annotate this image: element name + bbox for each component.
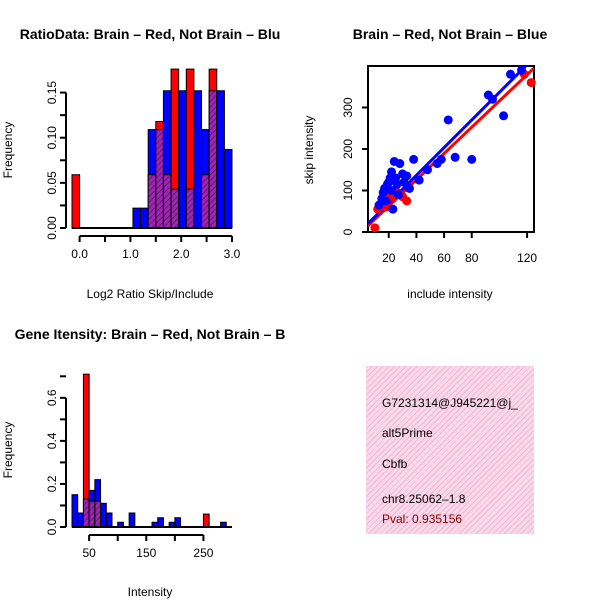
ratio-hist-y-tick-label: 0.10 (45, 126, 59, 150)
blue-point (388, 204, 398, 214)
blue-point (387, 186, 397, 195)
ratio-hist-overlap-bar (162, 174, 172, 229)
intensity-hist-bar (202, 513, 210, 528)
ratio-hist-x-tick-label: 1.0 (122, 247, 139, 261)
info-event-type: alt5Prime (382, 426, 433, 440)
info-pvalue: Pval: 0.935156 (382, 512, 463, 526)
ratio-hist-overlap-bar (155, 129, 164, 229)
blue-point (392, 179, 402, 189)
blue-point (517, 65, 527, 75)
info-gene-symbol: Cbfb (382, 457, 408, 471)
scatter-panel: Brain – Red, Not Brain – Blue 20 40 60 80 12… (302, 26, 547, 301)
intensity-hist-bar (128, 512, 136, 528)
scatter-xlabel: include intensity (407, 287, 492, 301)
intensity-hist-xlabel: Intensity (128, 585, 173, 599)
intensity-hist-overlap-bar (88, 500, 96, 528)
intensity-hist-overlap-bar (82, 498, 90, 528)
ratio-hist-bar (71, 174, 81, 229)
scatter-title: Brain – Red, Not Brain – Blue (353, 26, 548, 42)
red-point (381, 202, 391, 212)
red-point (370, 223, 380, 233)
scatter-y-tick-label: 100 (341, 180, 355, 200)
intensity-hist-bar (71, 494, 79, 528)
blue-point (395, 159, 405, 169)
scatter-y-tick-label: 0 (341, 228, 355, 235)
blue-point (405, 183, 414, 193)
ratio-hist-title: RatioData: Brain – Red, Not Brain – Blu (20, 26, 281, 42)
scatter-y-tick-label: 200 (341, 139, 355, 159)
blue-point (409, 154, 419, 164)
blue-point (414, 175, 424, 185)
intensity-hist-bar (77, 512, 84, 528)
scatter-axes: 20 40 60 80 120 0 100 200 300 (341, 97, 537, 265)
ratio-hist-axes: 0.00 0.05 0.10 0.15 0.0 1.0 2.0 3.0 (45, 81, 241, 261)
blue-point (467, 154, 477, 164)
scatter-points (370, 65, 536, 233)
ratio-hist-overlap-bar (147, 174, 157, 229)
intensity-hist-bars (71, 373, 232, 528)
ratio-hist-x-tick-label: 0.0 (71, 247, 88, 261)
ratio-hist-y-tick-label: 0.15 (45, 81, 59, 105)
scatter-x-tick-label: 20 (382, 251, 396, 265)
intensity-hist-x-tick-label: 50 (82, 546, 96, 560)
red-regression-line (368, 66, 534, 227)
intensity-hist-bar (174, 517, 182, 528)
scatter-y-tick-label: 300 (341, 97, 355, 117)
intensity-hist-y-tick-label: 0.2 (45, 475, 59, 492)
intensity-hist-y-tick-label: 0.6 (45, 389, 59, 406)
blue-point (393, 190, 403, 200)
info-event-id: G7231314@J945221@j_ (382, 396, 518, 410)
intensity-hist-x-tick-label: 150 (136, 546, 156, 560)
intensity-hist-overlap-bar (94, 500, 102, 528)
ratio-hist-x-tick-label: 2.0 (173, 247, 190, 261)
ratio-hist-bar (178, 90, 187, 229)
intensity-hist-title: Gene Itensity: Brain – Red, Not Brain – … (15, 326, 286, 342)
intensity-histogram-panel: Gene Itensity: Brain – Red, Not Brain – … (1, 326, 285, 599)
info-panel: G7231314@J945221@j_ alt5Prime Cbfb chr8.… (366, 366, 534, 534)
intensity-hist-bar (100, 502, 107, 528)
ratio-hist-xlabel: Log2 Ratio Skip/Include (87, 287, 214, 301)
scatter-x-tick-label: 80 (465, 251, 479, 265)
intensity-hist-y-tick-label: 0.0 (45, 518, 59, 535)
ratio-hist-y-tick-label: 0.05 (45, 171, 59, 195)
blue-point (450, 152, 460, 162)
blue-point (422, 165, 432, 175)
ratio-hist-bar (216, 90, 225, 229)
scatter-ylabel: skip intensity (302, 116, 316, 185)
blue-point (499, 111, 509, 121)
info-location: chr8.25062–1.8 (382, 492, 466, 506)
scatter-x-tick-label: 60 (437, 251, 451, 265)
ratio-hist-bar (132, 207, 142, 229)
intensity-hist-ylabel: Frequency (1, 422, 15, 479)
ratio-hist-overlap-bar (201, 174, 210, 229)
ratio-histogram-panel: RatioData: Brain – Red, Not Brain – Blu … (1, 26, 280, 301)
intensity-hist-axes: 0.0 0.2 0.4 0.6 50 150 250 (45, 375, 214, 560)
blue-point (505, 69, 515, 79)
ratio-hist-bar (193, 90, 203, 229)
ratio-hist-bars (71, 68, 233, 229)
intensity-hist-y-tick-label: 0.4 (45, 432, 59, 449)
blue-point (443, 115, 453, 125)
intensity-hist-x-tick-label: 250 (193, 546, 213, 560)
blue-point (381, 196, 391, 206)
ratio-hist-overlap-bar (185, 188, 195, 229)
ratio-hist-overlap-bar (170, 188, 180, 229)
ratio-hist-x-tick-label: 3.0 (224, 247, 241, 261)
scatter-x-tick-label: 40 (410, 251, 424, 265)
ratio-hist-bar (223, 148, 233, 229)
blue-point (488, 94, 497, 104)
intensity-hist-bar (157, 517, 164, 528)
ratio-hist-y-tick-label: 0.00 (45, 216, 59, 240)
blue-point (436, 154, 446, 164)
ratio-hist-overlap-bar (208, 90, 218, 229)
ratio-hist-bar (140, 207, 149, 229)
scatter-x-tick-label: 120 (517, 251, 537, 265)
intensity-hist-bar (105, 512, 113, 528)
red-point (526, 78, 536, 88)
red-point (402, 196, 412, 206)
blue-point (402, 171, 412, 181)
ratio-hist-ylabel: Frequency (1, 122, 15, 179)
